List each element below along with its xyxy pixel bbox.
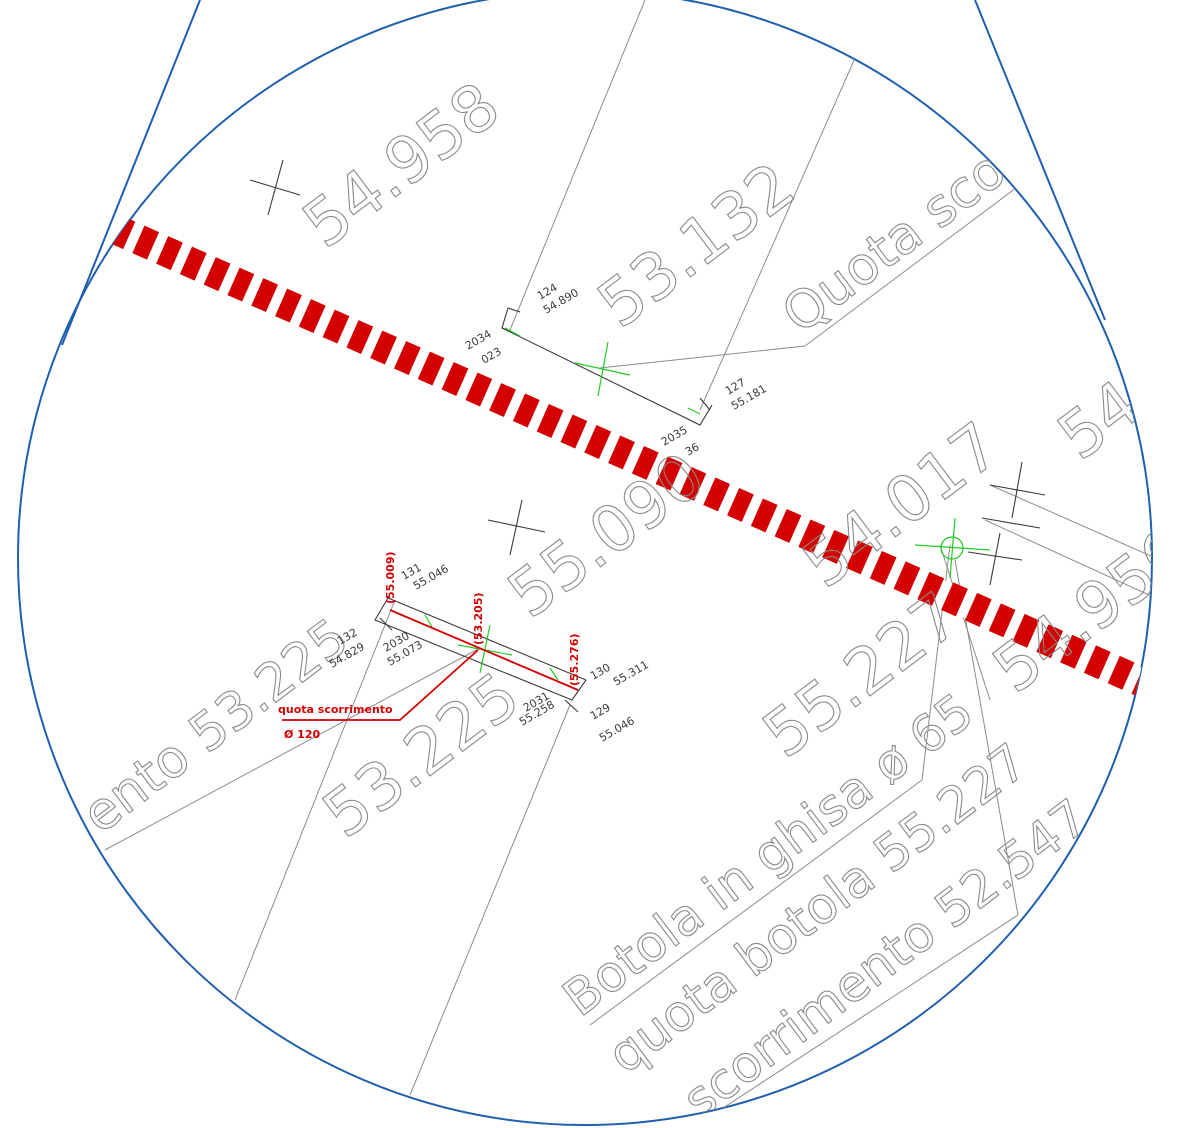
hatch-segment [489, 383, 516, 417]
red-elev-55009: (55.009) [384, 551, 397, 604]
elevation-labels: 54.958 53.132 55.090 53.225 55.227 54.01… [290, 68, 1155, 853]
red-annotations: quota scorrimento Ø 120 (55.009) (53.205… [278, 551, 581, 741]
point-129-id: 129 [588, 701, 613, 723]
hatch-segment [917, 571, 945, 606]
hatch-segment [370, 330, 397, 365]
hatch-segment [893, 561, 921, 596]
quota-scorrimento-note: Quota scorrim [772, 75, 1103, 345]
hatch-segment [774, 508, 802, 543]
hatch-segment [1083, 645, 1111, 680]
red-elev-53205: (53.205) [472, 592, 485, 645]
hatch-segment [512, 393, 540, 428]
pipe-label: quota scorrimento [278, 703, 393, 716]
hatch-segment [941, 582, 968, 617]
hatch-segment [417, 351, 445, 386]
hatch-segment [846, 540, 873, 575]
red-elev-55276: (55.276) [568, 633, 581, 686]
elevation-53225: 53.225 [310, 659, 533, 853]
hatch-segment [1060, 634, 1087, 669]
hatch-segment [964, 592, 992, 627]
hatch-segment [608, 435, 635, 470]
elevation-54958: 54.958 [290, 69, 513, 263]
hatch-segment [179, 246, 207, 281]
hatch-segment [988, 603, 1016, 638]
hatch-segment [394, 341, 421, 376]
hatch-segment [679, 467, 707, 501]
point-36: 36 [683, 440, 702, 458]
hatch-segment [203, 257, 231, 292]
point-129-value: 55.046 [597, 714, 637, 745]
hatch-segment [227, 267, 255, 302]
hatch-segment [1036, 624, 1064, 659]
hatch-segment [108, 215, 136, 250]
scorrimento-left-note: ento 53.225 [72, 608, 360, 846]
pipe-diameter: Ø 120 [284, 728, 320, 741]
hatch-segment [798, 519, 826, 554]
hatch-segment [631, 446, 659, 480]
hatch-segment [1012, 613, 1040, 648]
manhole-marker [914, 517, 991, 579]
elevation-55090: 55.090 [495, 439, 718, 633]
hatch-segment [560, 414, 588, 449]
hatch-segment [536, 404, 564, 438]
detail-circle [17, 0, 1153, 1126]
hatch-segment [275, 288, 302, 323]
red-pipe [282, 609, 579, 721]
point-130-value: 55.311 [611, 658, 651, 689]
hatch-segment [298, 299, 326, 334]
hatch-segment [156, 236, 183, 271]
elevation-54-partial: 54 [1045, 367, 1155, 475]
hatch-segment [132, 225, 160, 260]
hatch-segment [869, 550, 897, 585]
hatch-segment [251, 278, 279, 313]
hatch-segment [584, 425, 612, 459]
point-130-id: 130 [588, 661, 613, 683]
hatch-segment [322, 309, 350, 344]
hatch-segment [346, 320, 374, 355]
hatch-segment [1107, 655, 1135, 690]
hatch-segment [727, 487, 754, 522]
hatch-segment [750, 498, 778, 533]
hatch-segment [822, 529, 849, 564]
red-hatched-band [108, 215, 1152, 701]
hatch-segment [465, 372, 493, 407]
hatch-segment [703, 477, 731, 512]
survey-cross-markers [249, 159, 1046, 586]
elevation-53132: 53.132 [585, 149, 808, 343]
hatch-segment [655, 456, 683, 491]
upper-pipe-outline [501, 307, 713, 426]
point-023: 023 [479, 345, 504, 367]
hatch-segment [441, 362, 469, 396]
